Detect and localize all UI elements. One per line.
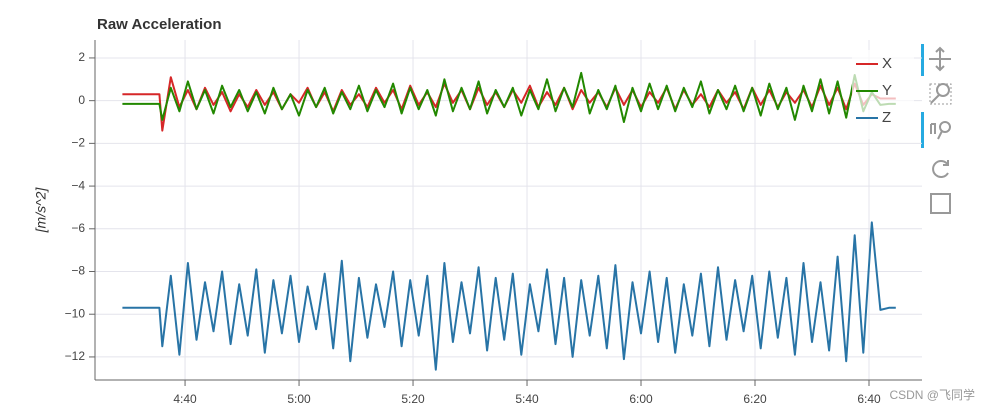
pan-tool[interactable] (929, 46, 951, 72)
line-series (122, 221, 896, 371)
tool-active (921, 44, 924, 76)
save-tool[interactable] (930, 193, 951, 214)
tool-active (921, 112, 924, 148)
legend-label: X (882, 55, 892, 72)
x-tick-label: 6:20 (743, 392, 767, 406)
y-tick-label: −8 (71, 264, 85, 278)
reset-tool[interactable] (932, 160, 949, 178)
x-tick-label: 4:40 (173, 392, 197, 406)
watermark: CSDN @飞同学 (889, 387, 975, 402)
toolbar (921, 44, 952, 214)
y-axis-label: [m/s^2] (33, 187, 49, 234)
zoom-tool[interactable] (929, 83, 952, 105)
legend: XYZ (852, 50, 914, 139)
x-tick-label: 5:20 (401, 392, 425, 406)
y-tick-label: −4 (71, 178, 85, 192)
x-tick-label: 5:40 (515, 392, 539, 406)
y-tick-label: −12 (65, 349, 86, 363)
x-tick-label: 6:00 (629, 392, 653, 406)
x-tick-label: 6:40 (857, 392, 881, 406)
y-tick-label: 0 (78, 93, 85, 107)
line-series (122, 71, 896, 123)
y-tick-label: 2 (78, 50, 85, 64)
y-tick-label: −6 (71, 221, 85, 235)
y-tick-label: −10 (65, 306, 86, 320)
wheel-zoom-tool[interactable] (930, 121, 951, 140)
legend-label: Z (882, 109, 891, 126)
x-tick-label: 5:00 (287, 392, 311, 406)
y-tick-label: −2 (71, 136, 85, 150)
chart-title: Raw Acceleration (97, 16, 222, 33)
legend-label: Y (882, 82, 892, 99)
